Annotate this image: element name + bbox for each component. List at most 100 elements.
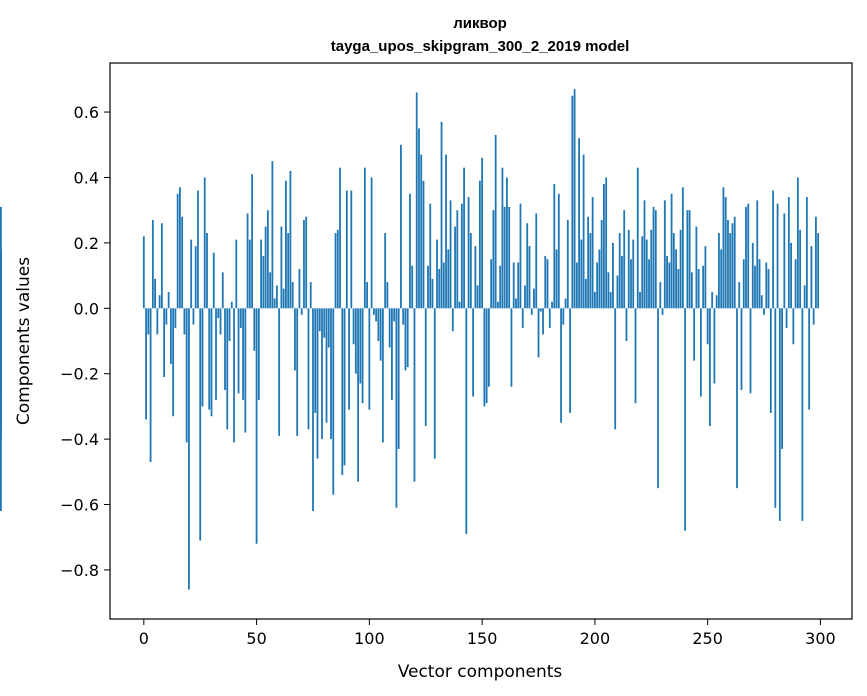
bar <box>621 255 623 309</box>
bar <box>666 255 668 309</box>
bar <box>560 308 562 423</box>
bar <box>404 308 407 371</box>
bar <box>528 246 531 309</box>
x-axis-label: Vector components <box>398 662 563 682</box>
bar <box>749 308 752 394</box>
bar <box>318 308 321 332</box>
bar <box>217 308 220 319</box>
bar <box>199 308 202 541</box>
bar <box>212 252 215 309</box>
bar <box>756 200 759 309</box>
bar <box>564 298 567 309</box>
bar <box>571 95 574 309</box>
bar <box>573 89 576 309</box>
bar <box>359 308 362 384</box>
bar <box>512 262 515 309</box>
bar <box>273 298 276 309</box>
bar <box>445 154 447 309</box>
bar <box>275 285 278 309</box>
bar <box>215 308 217 400</box>
bar <box>391 308 393 400</box>
bar <box>282 288 285 309</box>
bar <box>167 291 170 309</box>
bar <box>361 308 364 404</box>
bar <box>165 308 168 325</box>
bar <box>415 92 418 309</box>
bar <box>384 233 387 309</box>
bar <box>264 226 267 309</box>
bar <box>706 308 709 345</box>
bar <box>510 308 513 387</box>
bar <box>239 308 242 328</box>
bar <box>266 210 269 309</box>
bar <box>659 282 662 309</box>
bar <box>582 154 585 309</box>
bar <box>190 239 193 309</box>
bar <box>526 223 529 309</box>
bar <box>228 308 231 341</box>
bar <box>287 233 290 309</box>
bar <box>163 308 166 377</box>
bar <box>269 272 272 309</box>
y-tick-label: −0.4 <box>60 430 99 449</box>
bar <box>188 308 190 590</box>
bar <box>596 262 599 309</box>
bar <box>294 308 296 371</box>
bar <box>607 272 610 309</box>
y-tick-label: 0.6 <box>74 103 99 122</box>
bar <box>506 177 508 309</box>
bar <box>314 308 317 413</box>
bar <box>781 308 783 449</box>
bar <box>271 161 274 309</box>
bar <box>769 308 772 413</box>
bar <box>738 282 741 309</box>
bar <box>695 226 698 309</box>
bar <box>724 197 727 309</box>
plot-frame <box>109 62 853 620</box>
bar <box>395 308 398 508</box>
bar <box>508 206 511 309</box>
bar <box>472 308 474 397</box>
bar <box>668 262 671 309</box>
bar <box>670 193 673 309</box>
bar <box>715 295 718 309</box>
bar <box>201 308 204 407</box>
bar <box>535 213 538 309</box>
bar <box>497 301 499 309</box>
bar <box>194 246 197 309</box>
bar <box>197 190 199 309</box>
bar <box>612 242 614 309</box>
y-tick-label: −0.8 <box>60 561 99 580</box>
bar <box>449 200 452 309</box>
bar <box>758 259 761 309</box>
bar <box>663 200 666 309</box>
bar <box>262 255 265 309</box>
bar <box>546 259 549 309</box>
bar <box>812 308 815 325</box>
bar <box>251 174 253 309</box>
bar <box>366 282 368 309</box>
bar <box>580 239 583 309</box>
bar <box>156 308 159 335</box>
bar <box>625 308 628 341</box>
bar <box>433 308 436 459</box>
bar <box>623 210 626 309</box>
bar <box>772 190 774 309</box>
bar <box>255 308 258 544</box>
bar <box>467 197 470 309</box>
bar <box>422 180 425 309</box>
bar <box>808 308 811 410</box>
bar <box>494 134 497 309</box>
bar <box>569 308 571 413</box>
bar <box>413 308 416 482</box>
bar <box>792 308 795 345</box>
bar <box>244 308 247 433</box>
bar <box>248 239 251 309</box>
bar <box>174 308 177 328</box>
bar <box>341 308 344 476</box>
bar <box>235 239 238 309</box>
bar <box>783 213 786 309</box>
bar <box>675 249 677 309</box>
bar <box>639 291 641 309</box>
